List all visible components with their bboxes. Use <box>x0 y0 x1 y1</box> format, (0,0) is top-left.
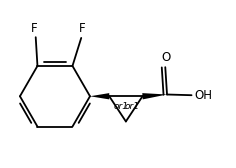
Text: or1: or1 <box>114 102 128 111</box>
Text: or1: or1 <box>125 102 140 111</box>
Text: O: O <box>161 51 171 64</box>
Text: F: F <box>31 22 38 35</box>
Text: F: F <box>79 23 86 35</box>
Polygon shape <box>142 93 167 99</box>
Polygon shape <box>90 93 109 99</box>
Text: OH: OH <box>194 89 212 102</box>
